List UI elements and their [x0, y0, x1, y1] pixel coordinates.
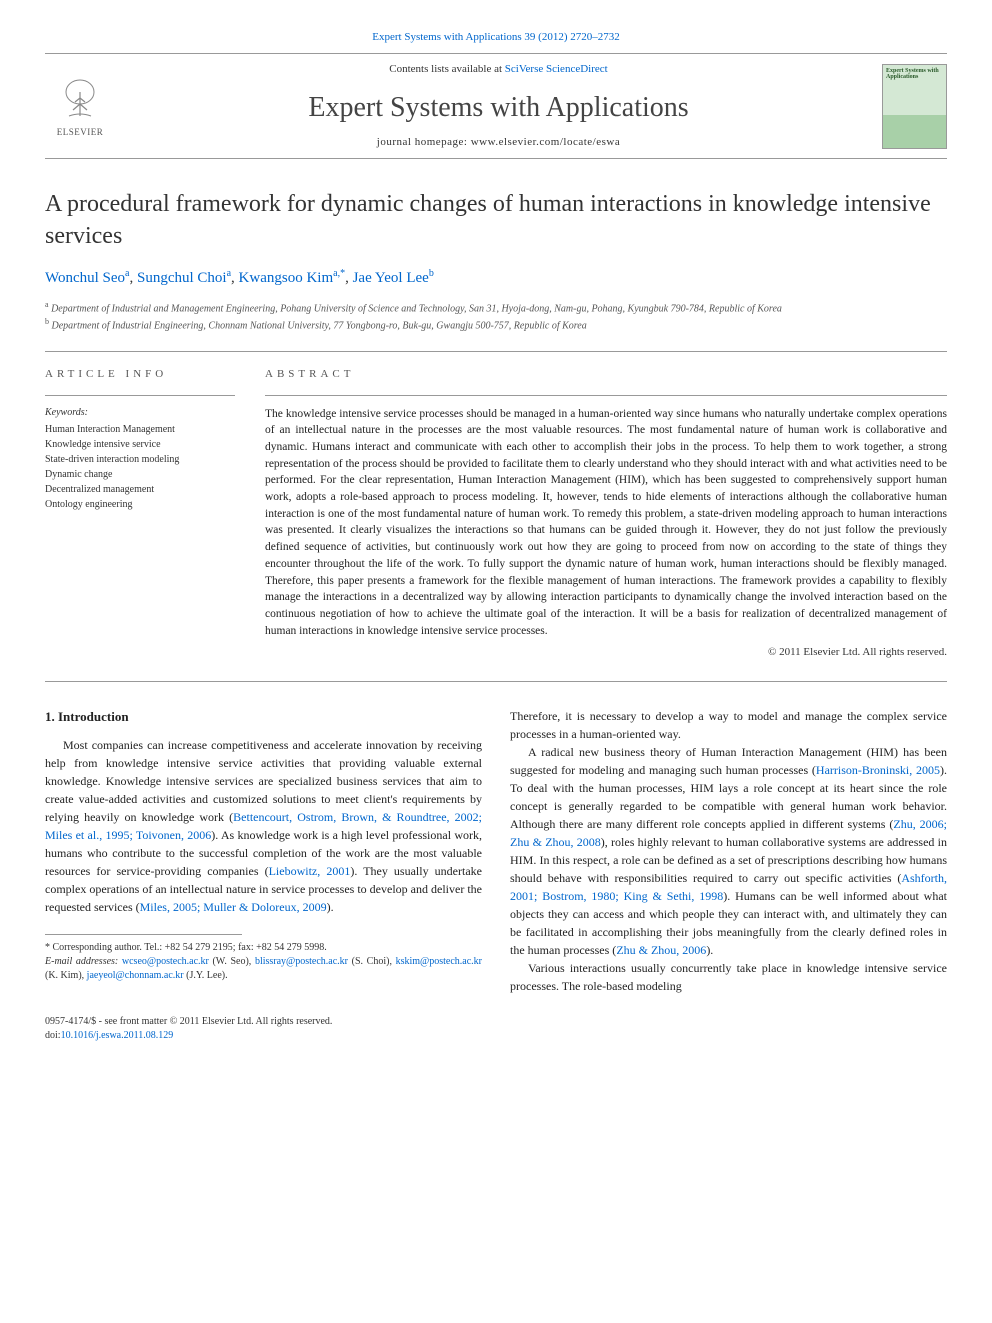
- citation-line: Expert Systems with Applications 39 (201…: [45, 30, 947, 45]
- affil-text: Department of Industrial and Management …: [51, 303, 782, 314]
- body-two-column: 1. Introduction Most companies can incre…: [45, 707, 947, 995]
- keywords-label: Keywords:: [45, 406, 235, 420]
- page-container: Expert Systems with Applications 39 (201…: [0, 0, 992, 1083]
- email-who: (K. Kim),: [45, 970, 87, 981]
- article-meta-section: ARTICLE INFO Keywords: Human Interaction…: [45, 352, 947, 680]
- citation-link[interactable]: Expert Systems with Applications 39 (201…: [372, 31, 619, 43]
- publisher-logo: ELSEVIER: [45, 71, 115, 141]
- affil-marker: b: [429, 268, 434, 279]
- email-label: E-mail addresses:: [45, 956, 122, 967]
- text-run: ).: [706, 943, 713, 957]
- divider: [45, 395, 235, 396]
- keyword: Knowledge intensive service: [45, 437, 235, 452]
- journal-name: Expert Systems with Applications: [115, 88, 882, 127]
- divider: [45, 681, 947, 682]
- elsevier-tree-icon: [55, 74, 105, 124]
- contents-prefix: Contents lists available at: [389, 63, 504, 75]
- affiliation-item: a Department of Industrial and Managemen…: [45, 299, 947, 316]
- doi-line: doi:10.1016/j.eswa.2011.08.129: [45, 1029, 947, 1043]
- article-title: A procedural framework for dynamic chang…: [45, 189, 947, 251]
- cover-title: Expert Systems with Applications: [886, 68, 943, 81]
- abstract-column: ABSTRACT The knowledge intensive service…: [265, 367, 947, 660]
- doi-link[interactable]: 10.1016/j.eswa.2011.08.129: [61, 1030, 174, 1041]
- abstract-copyright: © 2011 Elsevier Ltd. All rights reserved…: [265, 645, 947, 660]
- doi-label: doi:: [45, 1030, 61, 1041]
- front-matter-line: 0957-4174/$ - see front matter © 2011 El…: [45, 1015, 947, 1029]
- citation-link[interactable]: Zhu & Zhou, 2006: [616, 943, 706, 957]
- publisher-name: ELSEVIER: [57, 126, 104, 139]
- keyword: Human Interaction Management: [45, 422, 235, 437]
- masthead: ELSEVIER Contents lists available at Sci…: [45, 53, 947, 159]
- article-info-column: ARTICLE INFO Keywords: Human Interaction…: [45, 367, 235, 660]
- author-link[interactable]: Sungchul Choi: [137, 270, 227, 286]
- paragraph: Various interactions usually concurrentl…: [510, 959, 947, 995]
- masthead-center: Contents lists available at SciVerse Sci…: [115, 62, 882, 150]
- article-info-label: ARTICLE INFO: [45, 367, 235, 382]
- divider: [265, 395, 947, 396]
- email-link[interactable]: kskim@postech.ac.kr: [396, 956, 482, 967]
- abstract-text: The knowledge intensive service processe…: [265, 406, 947, 639]
- author-list: Wonchul Seoa, Sungchul Choia, Kwangsoo K…: [45, 267, 947, 289]
- homepage-url: www.elsevier.com/locate/eswa: [471, 136, 621, 148]
- footnote-separator: [45, 934, 242, 935]
- page-footer: 0957-4174/$ - see front matter © 2011 El…: [45, 1015, 947, 1043]
- author-link[interactable]: Wonchul Seo: [45, 270, 125, 286]
- column-left: 1. Introduction Most companies can incre…: [45, 707, 482, 995]
- affil-marker: b: [45, 317, 49, 326]
- paragraph: A radical new business theory of Human I…: [510, 743, 947, 959]
- citation-link[interactable]: Liebowitz, 2001: [269, 864, 351, 878]
- citation-link[interactable]: Miles, 2005; Muller & Doloreux, 2009: [140, 900, 327, 914]
- email-footnote: E-mail addresses: wcseo@postech.ac.kr (W…: [45, 955, 482, 983]
- homepage-prefix: journal homepage:: [377, 136, 471, 148]
- email-link[interactable]: blissray@postech.ac.kr: [255, 956, 348, 967]
- affil-marker: a: [45, 300, 49, 309]
- text-run: ).: [327, 900, 334, 914]
- journal-cover-thumbnail: Expert Systems with Applications: [882, 64, 947, 149]
- affil-text: Department of Industrial Engineering, Ch…: [52, 320, 587, 331]
- contents-available-line: Contents lists available at SciVerse Sci…: [115, 62, 882, 77]
- keyword: Decentralized management: [45, 482, 235, 497]
- affil-marker: a: [125, 268, 129, 279]
- citation-link[interactable]: Harrison-Broninski, 2005: [816, 763, 940, 777]
- abstract-label: ABSTRACT: [265, 367, 947, 382]
- paragraph: Most companies can increase competitiven…: [45, 736, 482, 916]
- section-heading: 1. Introduction: [45, 707, 482, 727]
- email-link[interactable]: jaeyeol@chonnam.ac.kr: [87, 970, 184, 981]
- keyword: Ontology engineering: [45, 497, 235, 512]
- affiliations: a Department of Industrial and Managemen…: [45, 299, 947, 334]
- email-who: (J.Y. Lee).: [184, 970, 228, 981]
- column-right: Therefore, it is necessary to develop a …: [510, 707, 947, 995]
- keyword: State-driven interaction modeling: [45, 452, 235, 467]
- email-who: (W. Seo),: [209, 956, 255, 967]
- keyword: Dynamic change: [45, 467, 235, 482]
- email-link[interactable]: wcseo@postech.ac.kr: [122, 956, 209, 967]
- affiliation-item: b Department of Industrial Engineering, …: [45, 316, 947, 333]
- affil-marker: a: [227, 268, 231, 279]
- author-link[interactable]: Kwangsoo Kim: [239, 270, 334, 286]
- corresponding-author-footnote: * Corresponding author. Tel.: +82 54 279…: [45, 941, 482, 955]
- journal-homepage-line: journal homepage: www.elsevier.com/locat…: [115, 135, 882, 150]
- email-who: (S. Choi),: [348, 956, 396, 967]
- affil-marker: a,*: [333, 268, 345, 279]
- paragraph: Therefore, it is necessary to develop a …: [510, 707, 947, 743]
- sciencedirect-link[interactable]: SciVerse ScienceDirect: [505, 63, 608, 75]
- author-link[interactable]: Jae Yeol Lee: [353, 270, 429, 286]
